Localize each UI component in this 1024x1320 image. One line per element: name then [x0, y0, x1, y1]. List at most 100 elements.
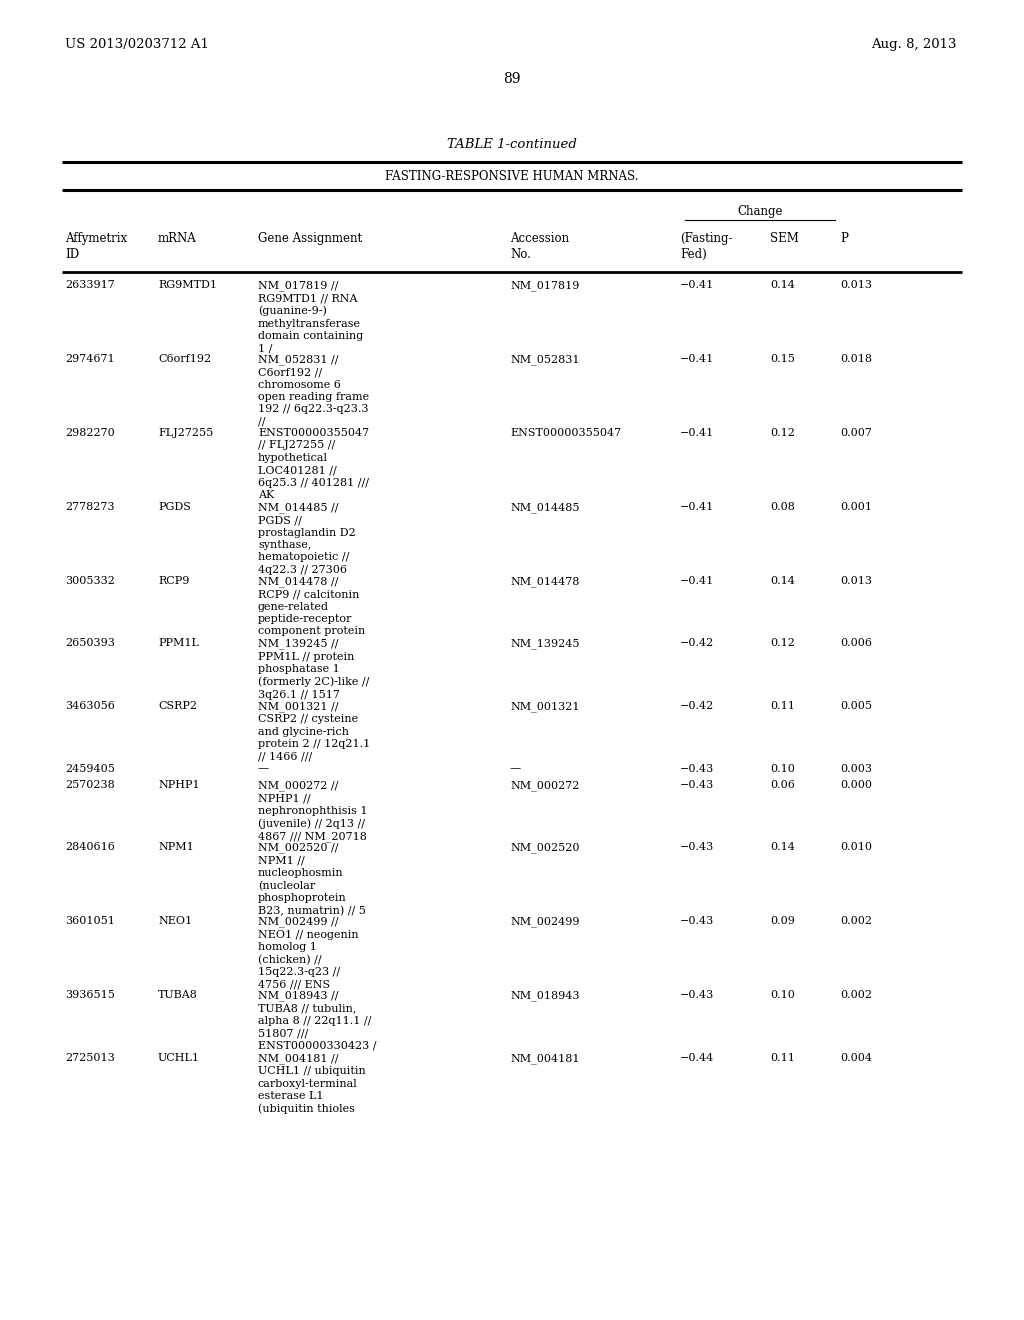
Text: NM_002520: NM_002520 [510, 842, 580, 853]
Text: −0.44: −0.44 [680, 1053, 715, 1063]
Text: −0.43: −0.43 [680, 780, 715, 789]
Text: 2633917: 2633917 [65, 280, 115, 290]
Text: 0.001: 0.001 [840, 502, 872, 512]
Text: NM_001321: NM_001321 [510, 701, 580, 711]
Text: 0.12: 0.12 [770, 639, 795, 648]
Text: −0.42: −0.42 [680, 701, 715, 711]
Text: Change: Change [737, 205, 782, 218]
Text: 0.013: 0.013 [840, 280, 872, 290]
Text: NM_002499 //
NEO1 // neogenin
homolog 1
(chicken) //
15q22.3-q23 //
4756 /// ENS: NM_002499 // NEO1 // neogenin homolog 1 … [258, 916, 358, 990]
Text: 0.018: 0.018 [840, 354, 872, 364]
Text: (Fasting-
Fed): (Fasting- Fed) [680, 232, 732, 261]
Text: NM_001321 //
CSRP2 // cysteine
and glycine-rich
protein 2 // 12q21.1
// 1466 ///: NM_001321 // CSRP2 // cysteine and glyci… [258, 701, 371, 762]
Text: US 2013/0203712 A1: US 2013/0203712 A1 [65, 38, 209, 51]
Text: 0.006: 0.006 [840, 639, 872, 648]
Text: 89: 89 [503, 73, 521, 86]
Text: NM_052831: NM_052831 [510, 354, 580, 364]
Text: 0.11: 0.11 [770, 701, 795, 711]
Text: NPHP1: NPHP1 [158, 780, 200, 789]
Text: 2650393: 2650393 [65, 639, 115, 648]
Text: PGDS: PGDS [158, 502, 190, 512]
Text: 3601051: 3601051 [65, 916, 115, 927]
Text: 0.14: 0.14 [770, 280, 795, 290]
Text: 3005332: 3005332 [65, 576, 115, 586]
Text: NM_018943 //
TUBA8 // tubulin,
alpha 8 // 22q11.1 //
51807 ///
ENST00000330423 /: NM_018943 // TUBA8 // tubulin, alpha 8 /… [258, 990, 377, 1051]
Text: 2570238: 2570238 [65, 780, 115, 789]
Text: 0.12: 0.12 [770, 428, 795, 438]
Text: 0.15: 0.15 [770, 354, 795, 364]
Text: —: — [510, 763, 521, 774]
Text: 0.000: 0.000 [840, 780, 872, 789]
Text: NM_139245: NM_139245 [510, 639, 580, 649]
Text: NM_017819 //
RG9MTD1 // RNA
(guanine-9-)
methyltransferase
domain containing
1 /: NM_017819 // RG9MTD1 // RNA (guanine-9-)… [258, 280, 364, 354]
Text: −0.41: −0.41 [680, 280, 715, 290]
Text: −0.41: −0.41 [680, 428, 715, 438]
Text: PPM1L: PPM1L [158, 639, 199, 648]
Text: NM_014478: NM_014478 [510, 576, 580, 586]
Text: —: — [258, 763, 269, 774]
Text: CSRP2: CSRP2 [158, 701, 197, 711]
Text: TUBA8: TUBA8 [158, 990, 198, 1001]
Text: 2725013: 2725013 [65, 1053, 115, 1063]
Text: Affymetrix
ID: Affymetrix ID [65, 232, 127, 261]
Text: 0.002: 0.002 [840, 990, 872, 1001]
Text: NM_000272: NM_000272 [510, 780, 580, 791]
Text: FASTING-RESPONSIVE HUMAN MRNAS.: FASTING-RESPONSIVE HUMAN MRNAS. [385, 170, 639, 183]
Text: NM_014478 //
RCP9 // calcitonin
gene-related
peptide-receptor
component protein: NM_014478 // RCP9 // calcitonin gene-rel… [258, 576, 366, 636]
Text: −0.43: −0.43 [680, 990, 715, 1001]
Text: 0.10: 0.10 [770, 990, 795, 1001]
Text: NM_000272 //
NPHP1 //
nephronophthisis 1
(juvenile) // 2q13 //
4867 /// NM_20718: NM_000272 // NPHP1 // nephronophthisis 1… [258, 780, 368, 842]
Text: 0.06: 0.06 [770, 780, 795, 789]
Text: NM_004181: NM_004181 [510, 1053, 580, 1064]
Text: mRNA: mRNA [158, 232, 197, 246]
Text: 0.08: 0.08 [770, 502, 795, 512]
Text: RG9MTD1: RG9MTD1 [158, 280, 217, 290]
Text: NPM1: NPM1 [158, 842, 194, 853]
Text: NM_002520 //
NPM1 //
nucleophosmin
(nucleolar
phosphoprotein
B23, numatrin) // 5: NM_002520 // NPM1 // nucleophosmin (nucl… [258, 842, 366, 916]
Text: 0.10: 0.10 [770, 763, 795, 774]
Text: 2840616: 2840616 [65, 842, 115, 853]
Text: 3463056: 3463056 [65, 701, 115, 711]
Text: 0.09: 0.09 [770, 916, 795, 927]
Text: −0.42: −0.42 [680, 639, 715, 648]
Text: ENST00000355047: ENST00000355047 [510, 428, 622, 438]
Text: SEM: SEM [770, 232, 799, 246]
Text: 2778273: 2778273 [65, 502, 115, 512]
Text: RCP9: RCP9 [158, 576, 189, 586]
Text: FLJ27255: FLJ27255 [158, 428, 213, 438]
Text: NM_002499: NM_002499 [510, 916, 580, 927]
Text: NM_052831 //
C6orf192 //
chromosome 6
open reading frame
192 // 6q22.3-q23.3
//: NM_052831 // C6orf192 // chromosome 6 op… [258, 354, 369, 426]
Text: 0.11: 0.11 [770, 1053, 795, 1063]
Text: Aug. 8, 2013: Aug. 8, 2013 [871, 38, 957, 51]
Text: ENST00000355047
// FLJ27255 //
hypothetical
LOC401281 //
6q25.3 // 401281 ///
AK: ENST00000355047 // FLJ27255 // hypotheti… [258, 428, 369, 500]
Text: 2982270: 2982270 [65, 428, 115, 438]
Text: NM_014485 //
PGDS //
prostaglandin D2
synthase,
hematopoietic //
4q22.3 // 27306: NM_014485 // PGDS // prostaglandin D2 sy… [258, 502, 355, 574]
Text: NEO1: NEO1 [158, 916, 193, 927]
Text: 0.007: 0.007 [840, 428, 871, 438]
Text: TABLE 1-continued: TABLE 1-continued [447, 139, 577, 150]
Text: Accession
No.: Accession No. [510, 232, 569, 261]
Text: 0.003: 0.003 [840, 763, 872, 774]
Text: 0.14: 0.14 [770, 576, 795, 586]
Text: 0.010: 0.010 [840, 842, 872, 853]
Text: 0.013: 0.013 [840, 576, 872, 586]
Text: −0.41: −0.41 [680, 502, 715, 512]
Text: NM_017819: NM_017819 [510, 280, 580, 290]
Text: NM_018943: NM_018943 [510, 990, 580, 1001]
Text: 2974671: 2974671 [65, 354, 115, 364]
Text: 2459405: 2459405 [65, 763, 115, 774]
Text: −0.43: −0.43 [680, 842, 715, 853]
Text: 0.14: 0.14 [770, 842, 795, 853]
Text: NM_014485: NM_014485 [510, 502, 580, 512]
Text: −0.41: −0.41 [680, 354, 715, 364]
Text: −0.43: −0.43 [680, 916, 715, 927]
Text: 3936515: 3936515 [65, 990, 115, 1001]
Text: UCHL1: UCHL1 [158, 1053, 200, 1063]
Text: C6orf192: C6orf192 [158, 354, 211, 364]
Text: 0.005: 0.005 [840, 701, 872, 711]
Text: −0.43: −0.43 [680, 763, 715, 774]
Text: Gene Assignment: Gene Assignment [258, 232, 362, 246]
Text: NM_004181 //
UCHL1 // ubiquitin
carboxyl-terminal
esterase L1
(ubiquitin thioles: NM_004181 // UCHL1 // ubiquitin carboxyl… [258, 1053, 366, 1114]
Text: 0.002: 0.002 [840, 916, 872, 927]
Text: 0.004: 0.004 [840, 1053, 872, 1063]
